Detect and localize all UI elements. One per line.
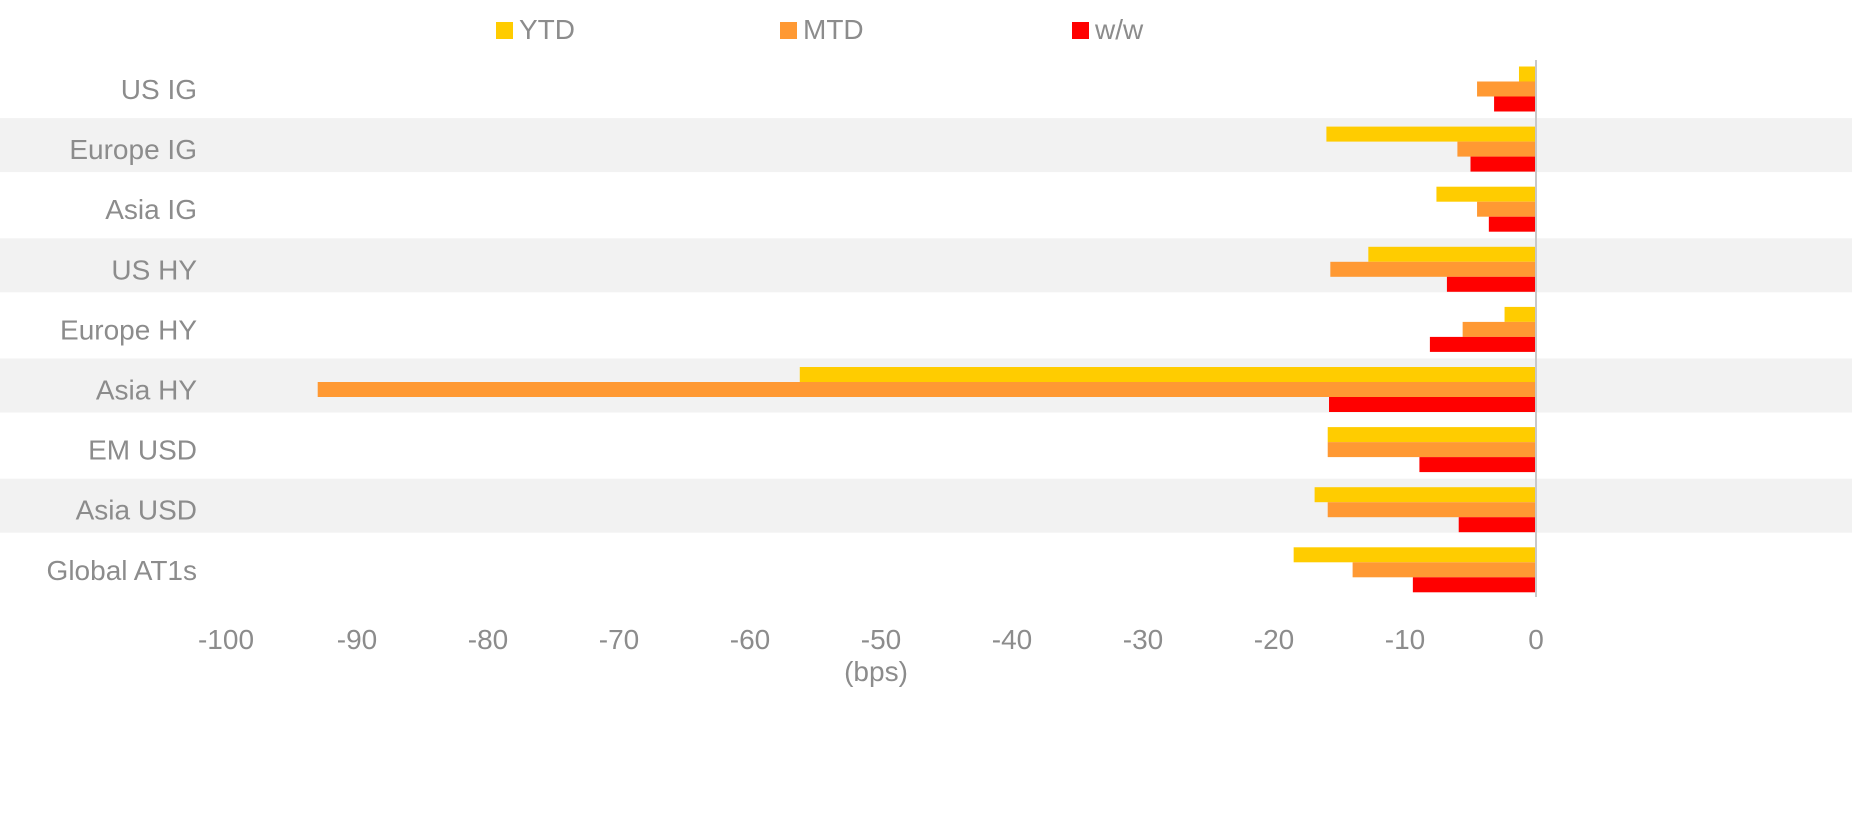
bar-mtd-8: [1352, 562, 1536, 578]
category-label: US HY: [111, 254, 197, 285]
row-band: [0, 478, 1852, 533]
bar-mtd-6: [1327, 442, 1536, 458]
x-tick-label: -70: [599, 624, 639, 655]
bar-mtd-7: [1327, 502, 1536, 518]
legend-swatch: [780, 22, 797, 39]
bar-w-w-1: [1470, 156, 1536, 172]
bar-mtd-2: [1477, 201, 1536, 217]
legend-label: YTD: [519, 14, 575, 45]
bar-mtd-0: [1477, 81, 1536, 97]
category-label: EM USD: [88, 435, 197, 466]
x-tick-label: -10: [1385, 624, 1425, 655]
legend-label: MTD: [803, 14, 864, 45]
category-label: Asia USD: [76, 495, 197, 526]
bar-ytd-1: [1326, 126, 1536, 142]
bar-w-w-3: [1446, 276, 1536, 292]
category-labels: US IG Europe IG Asia IG US HY Europe HY Asia …: [47, 74, 198, 586]
x-tick-label: -60: [730, 624, 770, 655]
legend: YTD MTD w/w: [496, 14, 1144, 45]
bar-mtd-5: [317, 382, 1537, 397]
category-label: Global AT1s: [47, 555, 197, 586]
category-label: Asia IG: [105, 194, 197, 225]
x-axis-label: (bps): [844, 656, 908, 687]
bar-w-w-4: [1429, 336, 1536, 352]
bar-w-w-8: [1412, 577, 1536, 593]
x-tick-label: 0: [1528, 624, 1544, 655]
bar-ytd-2: [1436, 186, 1536, 202]
bar-w-w-2: [1488, 216, 1536, 232]
legend-swatch: [496, 22, 513, 39]
bar-ytd-8: [1293, 547, 1536, 563]
category-label: US IG: [121, 74, 197, 105]
x-tick-label: -30: [1123, 624, 1163, 655]
bar-w-w-5: [1329, 397, 1536, 412]
category-label: Europe HY: [60, 314, 197, 345]
bar-ytd-0: [1518, 66, 1536, 82]
bar-w-w-0: [1494, 96, 1536, 112]
bar-mtd-1: [1457, 141, 1536, 157]
legend-swatch: [1072, 22, 1089, 39]
bar-ytd-4: [1504, 306, 1536, 322]
bar-ytd-6: [1327, 427, 1536, 443]
bar-ytd-3: [1368, 246, 1536, 262]
category-label: Asia HY: [96, 375, 197, 406]
x-tick-label: -100: [198, 624, 254, 655]
category-label: Europe IG: [69, 134, 197, 165]
bar-mtd-4: [1462, 321, 1536, 337]
bars-group: [317, 66, 1537, 593]
x-tick-label: -90: [337, 624, 377, 655]
row-bands: [0, 118, 1852, 533]
x-tick-labels: -100 -90 -80 -70 -60 -50 -40 -30 -20 -10 0: [198, 624, 1544, 655]
row-band: [0, 238, 1852, 293]
x-tick-label: -40: [992, 624, 1032, 655]
bar-ytd-5: [799, 367, 1536, 382]
bar-mtd-3: [1330, 261, 1536, 277]
bar-w-w-7: [1458, 517, 1536, 533]
x-tick-label: -20: [1254, 624, 1294, 655]
bar-w-w-6: [1419, 457, 1536, 473]
legend-label: w/w: [1094, 14, 1144, 45]
bar-ytd-7: [1314, 487, 1536, 503]
x-tick-label: -80: [468, 624, 508, 655]
x-tick-label: -50: [861, 624, 901, 655]
row-band: [0, 118, 1852, 173]
